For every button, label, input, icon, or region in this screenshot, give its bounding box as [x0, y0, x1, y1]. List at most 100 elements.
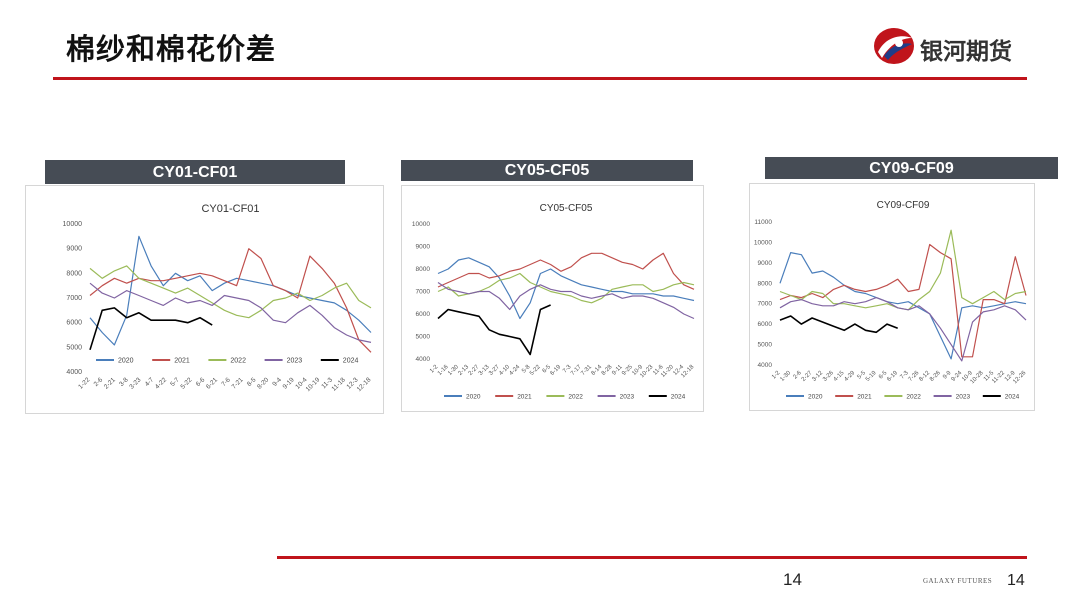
x-tick-label: 2-6 — [792, 370, 803, 381]
legend-label: 2020 — [466, 394, 481, 401]
x-tick-label: 9-4 — [271, 376, 283, 388]
legend-item: 2021 — [152, 358, 190, 365]
legend-label: 2024 — [1005, 394, 1020, 401]
series-line-2023 — [437, 282, 695, 320]
line-chart-cy05: CY05-CF05 4000 5000 6000 7000 8000 9000 10000 1-… — [412, 203, 696, 401]
chart-panel-cy09: CY09-CF09 4000 5000 6000 7000 8000 9000 10000 11… — [749, 183, 1035, 411]
x-tick-label: 3-26 — [822, 370, 835, 383]
legend-item: 2020 — [786, 394, 823, 401]
x-tick-label: 6-5 — [542, 364, 553, 375]
series-line-2022 — [89, 265, 372, 319]
chart-title: CY09-CF09 — [877, 200, 930, 211]
legend-label: 2024 — [671, 394, 686, 401]
x-tick-label: 5-19 — [865, 370, 878, 383]
legend-item: 2022 — [884, 394, 921, 401]
panel-header-cy05: CY05-CF05 — [401, 160, 693, 181]
x-tick-label: 1-22 — [77, 376, 91, 390]
y-tick-label: 7000 — [416, 289, 431, 296]
legend-item: 2024 — [982, 394, 1020, 401]
legend-item: 2023 — [597, 394, 634, 401]
x-tick-label: 4-29 — [844, 370, 857, 383]
x-tick-label: 7-26 — [908, 370, 921, 383]
y-tick-label: 5000 — [416, 334, 431, 341]
legend-item: 2021 — [835, 394, 872, 401]
y-tick-label: 5000 — [66, 344, 82, 351]
y-tick-label: 9000 — [758, 260, 773, 267]
slide-title: 棉纱和棉花价差 — [66, 32, 277, 66]
legend-label: 2021 — [174, 358, 190, 365]
series-line-2020 — [89, 235, 372, 346]
brand-logo: 银河期货 — [872, 26, 1032, 66]
y-tick-label: 4000 — [758, 362, 773, 369]
footer-brand: GALAXY FUTURES — [923, 577, 993, 585]
y-tick-label: 8000 — [758, 280, 773, 287]
x-tick-label: 6-5 — [878, 370, 889, 381]
y-tick-label: 10000 — [412, 221, 430, 228]
y-tick-label: 4000 — [66, 369, 82, 376]
page-number: 14 — [783, 570, 802, 589]
x-tick-label: 4-7 — [144, 376, 156, 388]
series-line-2024 — [779, 315, 898, 334]
y-tick-label: 9000 — [416, 244, 431, 251]
y-tick-label: 10000 — [63, 221, 83, 228]
panel-header-cy01: CY01-CF01 — [45, 160, 345, 184]
x-tick-label: 6-19 — [886, 370, 899, 383]
x-tick-label: 2-27 — [801, 370, 814, 383]
legend-label: 2023 — [287, 358, 303, 365]
x-tick-label: 7-21 — [231, 376, 245, 390]
series-line-2020 — [437, 257, 695, 320]
y-tick-label: 8000 — [66, 270, 82, 277]
x-tick-label: 12-26 — [1012, 370, 1028, 386]
x-tick-label: 3-8 — [118, 376, 130, 388]
y-tick-label: 5000 — [758, 342, 773, 349]
x-tick-label: 7-3 — [562, 364, 573, 375]
line-chart-cy09: CY09-CF09 4000 5000 6000 7000 8000 9000 10000 11… — [754, 200, 1028, 401]
x-tick-label: 10-19 — [305, 376, 322, 393]
legend-item: 2020 — [444, 394, 481, 401]
x-tick-label: 1-30 — [779, 370, 792, 383]
x-tick-label: 1-2 — [429, 364, 440, 375]
x-tick-label: 9-9 — [942, 370, 953, 381]
legend-label: 2022 — [230, 358, 246, 365]
panel-header-label: CY09-CF09 — [869, 160, 954, 177]
x-tick-label: 3-12 — [811, 370, 824, 383]
series-line-2022 — [437, 272, 695, 304]
x-tick-label: 5-22 — [179, 376, 193, 390]
legend-item: 2022 — [546, 394, 583, 401]
x-tick-label: 6-6 — [195, 376, 207, 388]
y-tick-label: 7000 — [66, 295, 82, 302]
panel-header-label: CY05-CF05 — [504, 162, 590, 179]
legend-item: 2023 — [264, 358, 303, 365]
series-line-2021 — [437, 252, 695, 290]
y-tick-label: 6000 — [758, 321, 773, 328]
legend-label: 2020 — [118, 358, 134, 365]
x-tick-label: 5-7 — [169, 376, 181, 388]
x-tick-label: 2-6 — [93, 376, 105, 388]
x-tick-label: 9-24 — [951, 370, 964, 383]
x-tick-label: 11-18 — [330, 376, 347, 393]
header-divider — [53, 77, 1027, 80]
x-tick-label: 9-19 — [282, 376, 296, 390]
legend-label: 2020 — [808, 394, 823, 401]
y-tick-label: 4000 — [416, 356, 431, 363]
legend-label: 2021 — [517, 394, 532, 401]
series-line-2024 — [437, 304, 551, 356]
x-tick-label: 4-15 — [833, 370, 846, 383]
chart-title: CY05-CF05 — [540, 203, 593, 214]
legend-item: 2022 — [208, 358, 246, 365]
x-tick-label: 8-12 — [918, 370, 931, 383]
panel-header-cy09: CY09-CF09 — [765, 157, 1058, 179]
legend-item: 2020 — [96, 358, 134, 365]
panel-header-label: CY01-CF01 — [152, 164, 238, 181]
legend-label: 2022 — [906, 394, 921, 401]
series-line-2023 — [779, 297, 1027, 362]
chart-title: CY01-CF01 — [201, 203, 259, 215]
y-tick-label: 8000 — [416, 266, 431, 273]
y-tick-label: 6000 — [416, 311, 431, 318]
y-tick-label: 9000 — [66, 246, 82, 253]
series-line-2020 — [779, 252, 1027, 360]
y-tick-label: 6000 — [66, 320, 82, 327]
legend-label: 2021 — [857, 394, 872, 401]
legend-item: 2024 — [320, 358, 358, 365]
x-tick-label: 8-26 — [929, 370, 942, 383]
